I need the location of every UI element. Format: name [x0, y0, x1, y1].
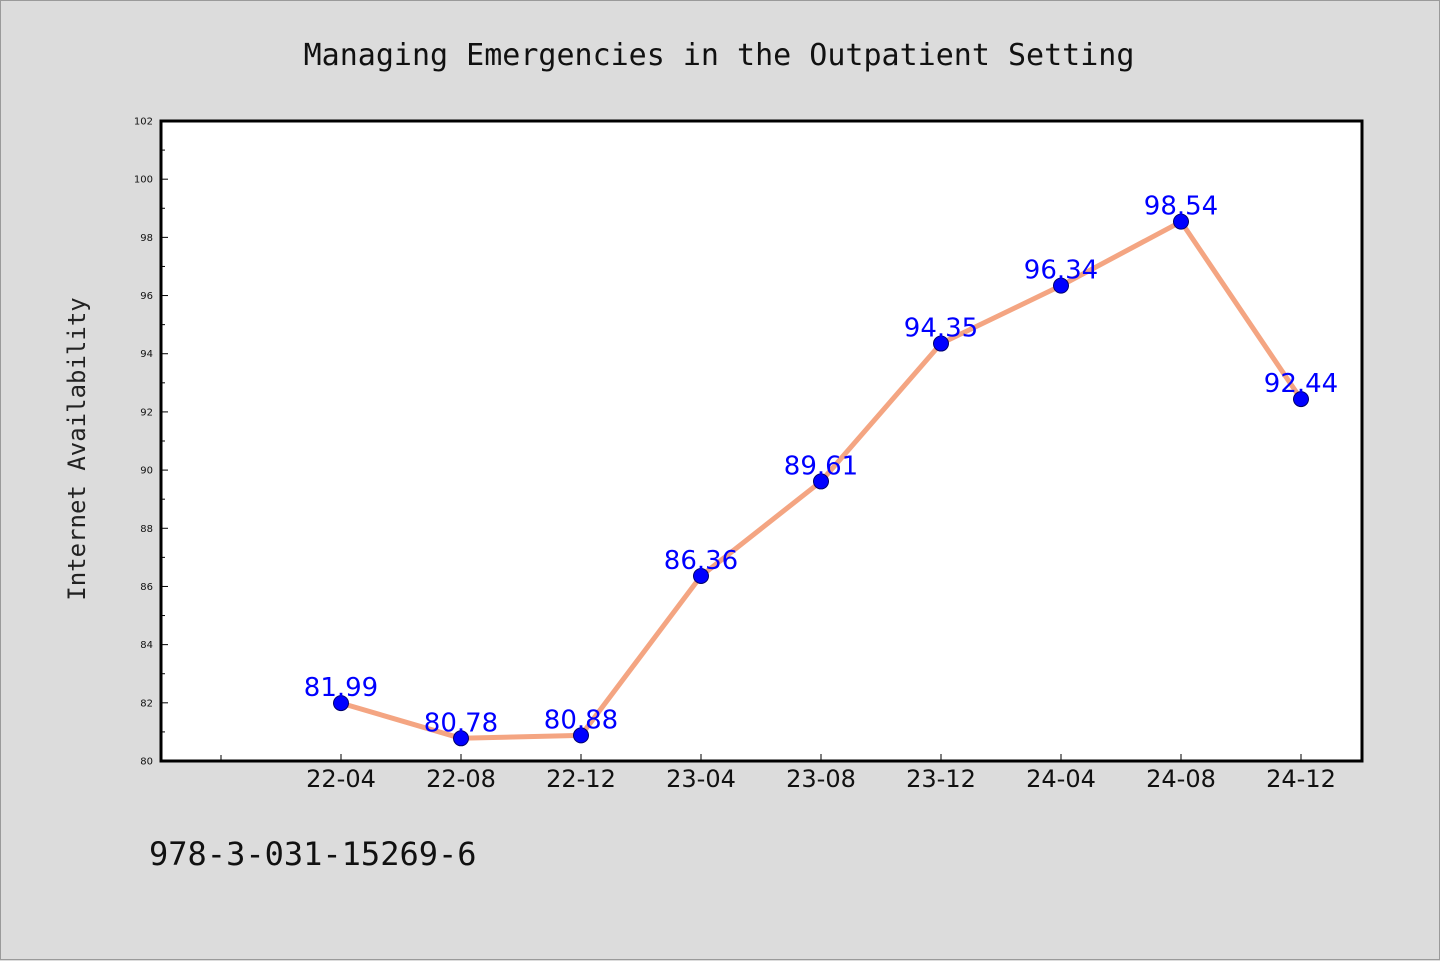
- y-tick-label: 96: [140, 291, 153, 302]
- y-tick-label: 80: [140, 757, 153, 768]
- x-axis: 22-04 22-08 22-12 23-04 23-08 23-12 24-04 24-08…: [220, 754, 1336, 793]
- y-tick-label: 82: [140, 698, 153, 709]
- data-point: [573, 727, 589, 744]
- data-point: [1053, 277, 1069, 294]
- data-point: [453, 730, 469, 747]
- y-tick-label: 90: [140, 466, 153, 477]
- x-tick-label: 23-08: [786, 765, 856, 793]
- isbn-text: 978-3-031-15269-6: [149, 835, 477, 873]
- x-tick-label: 23-04: [666, 765, 736, 793]
- y-tick-label: 98: [140, 233, 153, 244]
- y-tick-label: 86: [140, 582, 153, 593]
- data-point: [813, 473, 829, 490]
- data-point: [1293, 391, 1309, 408]
- chart-title: Managing Emergencies in the Outpatient S…: [304, 38, 1135, 73]
- x-tick-label: 22-04: [306, 765, 376, 793]
- x-tick-label: 24-04: [1026, 765, 1096, 793]
- x-tick-label: 24-08: [1146, 765, 1216, 793]
- data-label: 92.44: [1264, 369, 1338, 399]
- plot-area: [159, 119, 1364, 763]
- data-point: [933, 335, 949, 352]
- y-tick-label: 100: [134, 175, 153, 186]
- data-point: [693, 567, 709, 584]
- data-label: 96.34: [1024, 256, 1098, 286]
- data-point: [1173, 213, 1189, 230]
- data-labels: 81.99 80.78 80.88 86.36 89.61 94.35 96.34 98.54…: [304, 192, 1338, 739]
- x-tick-label: 22-12: [546, 765, 616, 793]
- data-label: 80.78: [424, 708, 498, 738]
- y-axis-label: Internet Availability: [63, 297, 91, 600]
- data-label: 89.61: [784, 451, 858, 481]
- x-tick-label: 23-12: [906, 765, 976, 793]
- y-tick-label: 92: [140, 407, 153, 418]
- data-label: 94.35: [904, 314, 978, 344]
- y-tick-label: 88: [140, 524, 153, 535]
- x-tick-label: 24-12: [1266, 765, 1336, 793]
- data-label: 80.88: [544, 705, 618, 735]
- y-tick-label: 102: [134, 117, 153, 128]
- data-label: 98.54: [1144, 192, 1218, 222]
- series-markers: [333, 213, 1309, 747]
- y-tick-label: 84: [140, 640, 153, 651]
- data-point: [333, 695, 349, 712]
- x-tick-label: 22-08: [426, 765, 496, 793]
- y-tick-label: 94: [140, 349, 153, 360]
- data-label: 81.99: [304, 673, 378, 703]
- y-axis: 80 82 84 86 88 90 92 94 96 98 100 102: [134, 117, 168, 768]
- data-label: 86.36: [664, 546, 738, 576]
